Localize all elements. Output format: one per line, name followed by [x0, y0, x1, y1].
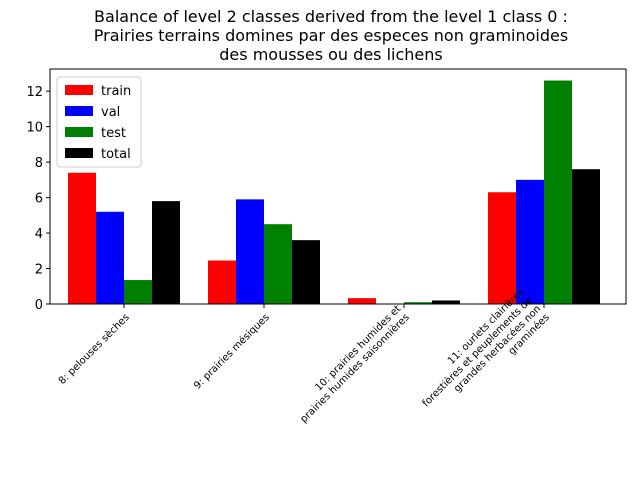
x-tick-label-line: 10: prairies humides et: [313, 303, 403, 393]
legend-label-total: total: [101, 147, 131, 162]
y-tick-label: 2: [35, 263, 43, 278]
legend-label-train: train: [101, 84, 131, 99]
bar-total-1: [292, 240, 320, 304]
legend-swatch-val: [65, 106, 93, 116]
x-tick-label: 9: prairies mésiques: [191, 311, 271, 391]
legend-box: [56, 76, 142, 168]
legend-swatch-train: [65, 85, 93, 95]
bar-test-0: [124, 280, 152, 304]
bar-test-2: [404, 302, 432, 304]
legend-swatch-test: [65, 127, 93, 137]
x-tick-label: 8: pelouses sèches: [56, 311, 132, 387]
x-tick-label-line: 9: prairies mésiques: [191, 311, 271, 391]
y-tick-label: 6: [35, 192, 43, 207]
bar-total-0: [152, 201, 180, 304]
x-tick-label-line: prairies humides saisonnières: [298, 311, 412, 425]
legend-label-test: test: [101, 126, 126, 141]
x-tick-label-line: 8: pelouses sèches: [56, 311, 132, 387]
bar-val-3: [516, 179, 544, 304]
bar-val-0: [96, 211, 124, 304]
chart-title: Balance of level 2 classes derived from …: [94, 7, 568, 64]
y-axis: 0 2 4 6 8 10 12: [26, 85, 50, 313]
y-tick-label: 4: [35, 227, 43, 242]
bar-train-2: [348, 298, 376, 304]
bar-total-2: [432, 300, 460, 304]
legend-swatch-total: [65, 148, 93, 158]
y-tick-label: 8: [35, 156, 43, 171]
bar-train-0: [68, 172, 96, 304]
legend-label-val: val: [101, 105, 120, 120]
chart-title-line: Balance of level 2 classes derived from …: [94, 7, 568, 26]
x-axis: 8: pelouses sèches 9: prairies mésiques 10…: [56, 286, 552, 425]
bar-val-1: [236, 199, 264, 304]
y-tick-label: 12: [26, 85, 43, 100]
chart-title-line: des mousses ou des lichens: [219, 45, 442, 64]
bar-test-3: [544, 80, 572, 304]
bar-test-1: [264, 224, 292, 304]
plot-frame: [49, 68, 627, 305]
bar-train-1: [208, 260, 236, 304]
bar-train-3: [488, 192, 516, 304]
y-tick-label: 10: [26, 121, 43, 136]
chart-title-line: Prairies terrains domines par des espece…: [94, 26, 568, 45]
bar-total-3: [572, 169, 600, 304]
y-tick-label: 0: [35, 298, 43, 313]
bars: [68, 80, 600, 304]
legend: train val test total: [56, 76, 142, 168]
